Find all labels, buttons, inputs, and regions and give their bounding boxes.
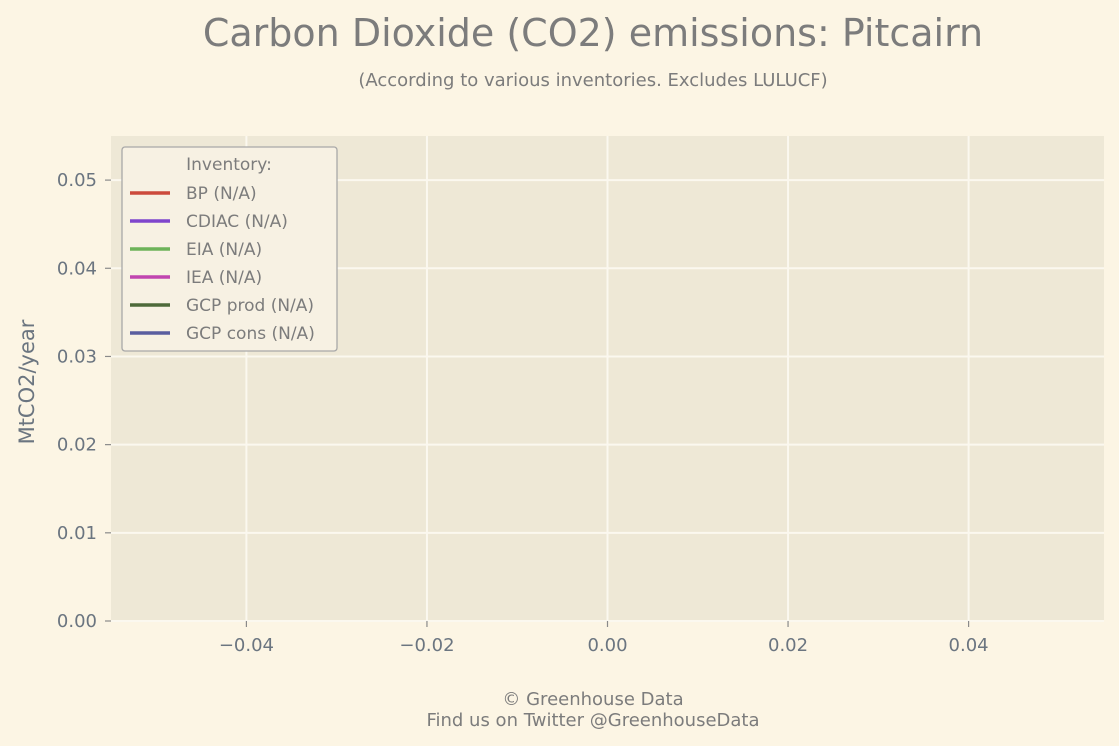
y-tick-label: 0.04 bbox=[57, 258, 97, 279]
legend-entry: BP (N/A) bbox=[130, 184, 257, 204]
x-tick-label: −0.02 bbox=[399, 635, 454, 656]
legend-label: IEA (N/A) bbox=[186, 268, 262, 288]
legend-label: GCP cons (N/A) bbox=[186, 324, 315, 344]
legend-entry: EIA (N/A) bbox=[130, 240, 262, 260]
y-axis: 0.00 0.01 0.02 0.03 0.04 0.05 bbox=[57, 170, 111, 632]
x-tick-label: 0.00 bbox=[587, 635, 627, 656]
legend-box bbox=[121, 146, 338, 352]
y-tick-label: 0.02 bbox=[57, 435, 97, 456]
x-tick-label: −0.04 bbox=[219, 635, 274, 656]
legend-entry: GCP prod (N/A) bbox=[130, 296, 314, 316]
y-axis-label: MtCO2/year bbox=[15, 319, 39, 444]
x-axis: −0.04 −0.02 0.00 0.02 0.04 bbox=[219, 621, 989, 656]
grid bbox=[111, 136, 1104, 622]
legend-entry: CDIAC (N/A) bbox=[130, 212, 288, 232]
chart-title: Carbon Dioxide (CO2) emissions: Pitcairn bbox=[203, 11, 983, 55]
legend-entry: IEA (N/A) bbox=[130, 268, 262, 288]
legend-label: GCP prod (N/A) bbox=[186, 296, 314, 316]
chart-subtitle: (According to various inventories. Exclu… bbox=[358, 70, 827, 91]
y-tick-label: 0.00 bbox=[57, 611, 97, 632]
x-tick-label: 0.04 bbox=[949, 635, 989, 656]
footer-copyright: © Greenhouse Data bbox=[502, 689, 683, 710]
legend-label: CDIAC (N/A) bbox=[186, 212, 288, 232]
legend-title: Inventory: bbox=[186, 155, 272, 175]
y-tick-label: 0.05 bbox=[57, 170, 97, 191]
legend: Inventory: BP (N/A) CDIAC (N/A) EIA (N/A) I… bbox=[121, 146, 338, 352]
y-tick-label: 0.01 bbox=[57, 523, 97, 544]
footer-twitter: Find us on Twitter @GreenhouseData bbox=[426, 710, 759, 731]
legend-label: EIA (N/A) bbox=[186, 240, 262, 260]
y-tick-label: 0.03 bbox=[57, 346, 97, 367]
legend-label: BP (N/A) bbox=[186, 184, 257, 204]
x-tick-label: 0.02 bbox=[768, 635, 808, 656]
legend-entry: GCP cons (N/A) bbox=[130, 324, 315, 344]
